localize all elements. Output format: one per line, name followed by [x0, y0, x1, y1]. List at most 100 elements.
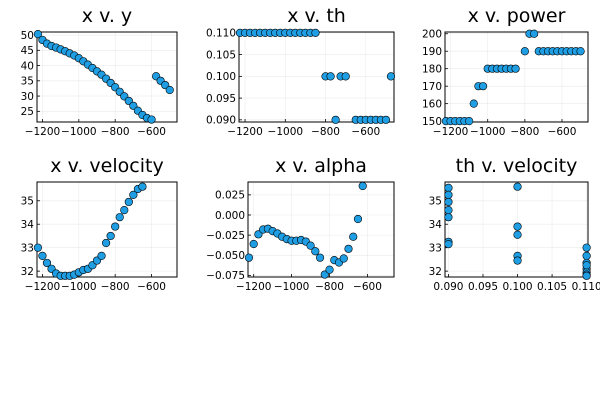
x-tick-label: −1000 — [268, 126, 304, 138]
y-tick-label: 30 — [21, 91, 34, 103]
data-point — [33, 30, 43, 39]
data-point — [249, 239, 258, 249]
x-tick-label: −1000 — [61, 281, 97, 293]
y-tick-label: 160 — [422, 98, 442, 110]
x-tick-label: −800 — [311, 126, 340, 138]
data-point — [331, 115, 340, 124]
x-tick-label: −1000 — [274, 281, 310, 293]
plot-frame — [444, 181, 589, 278]
y-tick-label: 0.025 — [215, 190, 245, 202]
x-tick-label: −600 — [137, 281, 166, 293]
data-point — [513, 230, 522, 239]
y-tick-label: 0.110 — [206, 28, 236, 40]
chart-title: x v. y — [82, 5, 132, 27]
x-tick-label: −800 — [510, 126, 539, 138]
data-point — [326, 72, 335, 81]
data-point — [349, 232, 358, 241]
plot-frame — [36, 181, 178, 278]
data-point — [582, 243, 591, 252]
x-tick-label: −1200 — [25, 126, 61, 138]
data-point — [444, 206, 453, 215]
data-point — [381, 115, 391, 124]
x-tick-label: −600 — [351, 126, 380, 138]
data-point — [582, 271, 591, 280]
data-point — [513, 182, 522, 191]
y-tick-label: 0.100 — [206, 71, 236, 83]
data-point — [165, 85, 174, 95]
y-tick-label: 32 — [21, 266, 34, 278]
y-tick-label: −0.050 — [206, 250, 245, 262]
x-tick-label: 0.090 — [433, 281, 463, 293]
y-tick-label: 35 — [429, 196, 442, 208]
data-point — [511, 64, 520, 73]
y-tick-label: 180 — [422, 63, 442, 75]
data-point — [311, 247, 320, 256]
x-tick-label: −800 — [101, 281, 130, 293]
chart-panel-4: x v. velocity −1200 −1000 −800 −600 32 33 34 35 — [21, 155, 178, 293]
chart-title: x v. power — [468, 5, 566, 27]
y-tick-label: 35 — [21, 76, 34, 88]
data-point — [444, 183, 453, 192]
x-tick-label: 0.100 — [503, 281, 533, 293]
data-point — [115, 213, 124, 222]
plot-frame — [444, 31, 589, 123]
data-point — [576, 47, 585, 56]
y-tick-label: 33 — [429, 242, 442, 254]
y-tick-label: 170 — [422, 81, 442, 93]
y-tick-label: 0.000 — [215, 210, 245, 222]
chart-panel-1: x v. y −1200 −1000 −800 −600 25 30 35 40 45 50 — [21, 5, 178, 138]
data-point — [97, 251, 106, 260]
data-point — [42, 258, 52, 268]
plot-frame — [247, 181, 395, 278]
data-point — [582, 261, 591, 270]
y-tick-label: 35 — [21, 196, 34, 208]
x-tick-label: −1200 — [25, 281, 61, 293]
data-point — [120, 206, 129, 215]
data-point — [353, 214, 363, 224]
data-point — [465, 117, 474, 126]
data-point — [138, 182, 147, 191]
x-tick-label: −600 — [353, 281, 382, 293]
chart-panel-6: th v. velocity 0.090 0.095 0.100 0.105 0.110 3… — [429, 155, 600, 293]
x-tick-label: −1200 — [227, 126, 263, 138]
data-point — [111, 222, 120, 231]
y-tick-label: 0.090 — [206, 115, 236, 127]
x-tick-label: 0.110 — [572, 281, 600, 293]
chart-title: x v. alpha — [275, 155, 367, 177]
plot-frame — [36, 31, 178, 123]
y-tick-label: 34 — [429, 219, 443, 231]
data-point — [106, 231, 115, 241]
x-tick-label: −600 — [137, 126, 166, 138]
chart-title: th v. velocity — [456, 155, 578, 177]
data-point — [38, 251, 47, 260]
data-point — [124, 197, 133, 207]
data-point — [341, 72, 350, 81]
y-tick-label: −0.025 — [206, 230, 245, 242]
x-tick-label: 0.095 — [468, 281, 498, 293]
chart-title: x v. velocity — [50, 155, 163, 177]
data-point — [311, 28, 320, 37]
data-point — [129, 190, 138, 200]
x-tick-label: −800 — [101, 126, 130, 138]
y-tick-label: 40 — [21, 60, 34, 72]
data-point — [469, 99, 478, 108]
data-point — [444, 197, 453, 207]
chart-title: x v. th — [287, 5, 346, 27]
y-tick-label: 32 — [429, 266, 442, 278]
x-tick-label: 0.105 — [537, 281, 567, 293]
y-tick-label: 150 — [422, 116, 442, 128]
y-tick-label: 190 — [422, 46, 442, 58]
data-point — [33, 243, 43, 252]
y-tick-label: 200 — [422, 29, 442, 41]
data-point — [444, 190, 453, 200]
y-tick-label: 25 — [21, 106, 34, 118]
plot-frame — [238, 31, 395, 123]
chart-panel-5: x v. alpha −1200 −1000 −800 −600 −0.075 −0.050… — [206, 155, 395, 293]
y-tick-label: 50 — [21, 30, 34, 42]
data-point — [530, 29, 539, 38]
data-point — [344, 244, 353, 253]
data-point — [315, 253, 325, 262]
data-point — [444, 240, 453, 249]
y-tick-label: 45 — [21, 45, 34, 57]
data-point — [101, 238, 111, 248]
